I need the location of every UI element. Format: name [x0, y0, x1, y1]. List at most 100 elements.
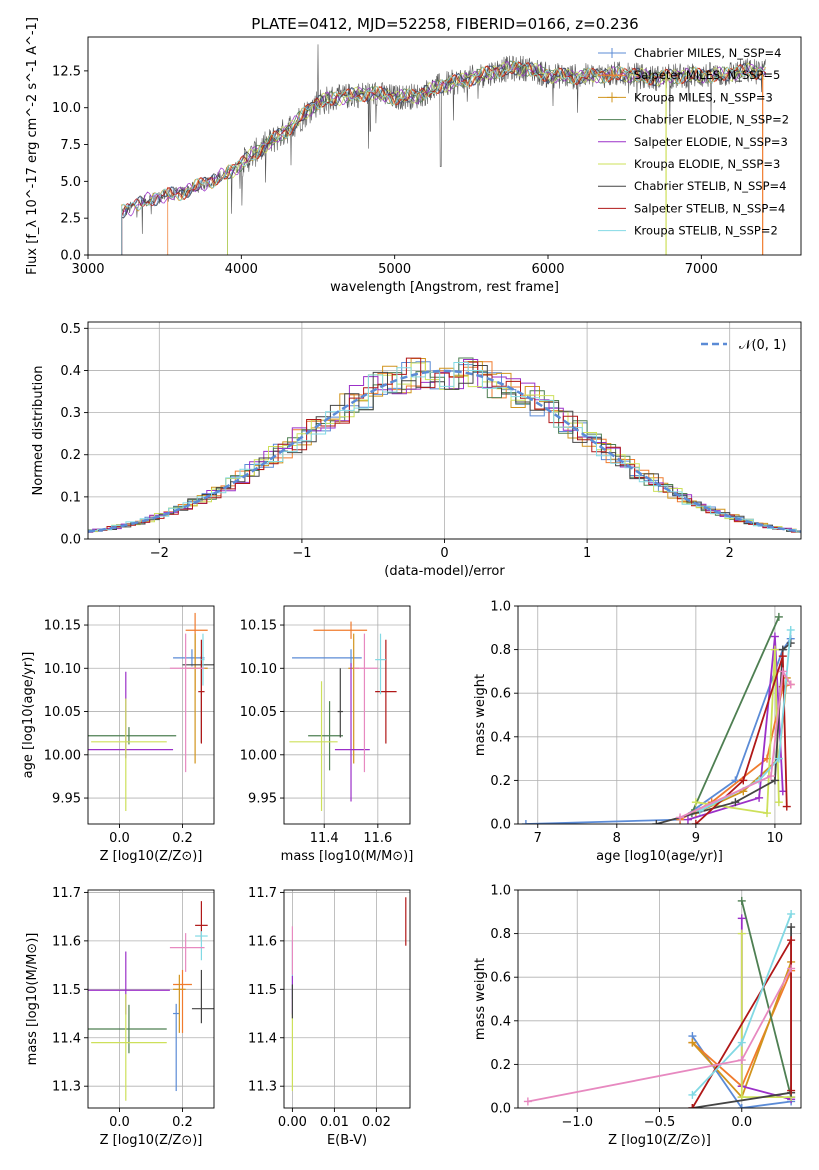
- y-tick-label: 10.0: [52, 101, 81, 116]
- y-tick-label: 11.3: [248, 1080, 277, 1095]
- y-tick-label: 0.3: [60, 406, 81, 421]
- y-tick-label: 11.3: [52, 1080, 81, 1095]
- figure-title: PLATE=0412, MJD=52258, FIBERID=0166, z=0…: [251, 15, 638, 33]
- legend-label: Chabrier STELIB, N_SSP=4: [634, 179, 786, 193]
- panel-mass-vs-EBV: 0.00 0.01 0.02 11.3 11.4 11.5 11.6 11.7 E(B-V): [248, 886, 411, 1148]
- model-spectrum-line: [121, 60, 766, 255]
- y-tick-label: 10.10: [44, 662, 81, 677]
- y-tick-label: 0.0: [60, 533, 81, 548]
- legend-entry: Salpeter STELIB, N_SSP=4: [598, 201, 785, 215]
- y-tick-label: 0.8: [490, 927, 511, 942]
- errorbar-point: [308, 701, 343, 771]
- grid-lines: [284, 890, 410, 1108]
- x-tick-label: 1: [583, 546, 591, 561]
- legend-entry: Chabrier STELIB, N_SSP=4: [598, 179, 786, 193]
- x-tick-label: 10: [767, 831, 784, 846]
- weight-line: [691, 616, 780, 814]
- errorbar-point: [91, 698, 167, 812]
- grid-lines: [518, 605, 801, 825]
- y-tick-label: 10.10: [240, 662, 277, 677]
- y-tick-label: 0.2: [490, 774, 511, 789]
- residual-histogram: [88, 365, 801, 534]
- x-axis-label: Z [log10(Z/Z⊙)]: [100, 849, 203, 864]
- grid-lines: [88, 322, 801, 540]
- plot-area: [291, 897, 407, 1092]
- x-tick-label: −0.5: [644, 1115, 676, 1130]
- y-tick-label: 11.7: [52, 886, 81, 901]
- legend-label: Chabrier ELODIE, N_SSP=2: [634, 113, 789, 127]
- y-tick-label: 1.0: [490, 884, 511, 899]
- weight-series: [688, 936, 796, 1108]
- errorbar-point: [173, 1003, 180, 1092]
- x-tick-label: 2: [726, 546, 734, 561]
- y-tick-label: 11.5: [248, 983, 277, 998]
- x-axis-label: (data-model)/error: [384, 564, 505, 579]
- errorbar-point: [173, 649, 205, 667]
- x-tick-label: 3000: [71, 262, 104, 277]
- y-tick-label: 0.4: [490, 730, 511, 745]
- x-tick-label: 0.0: [109, 831, 130, 846]
- y-tick-label: 2.5: [60, 212, 81, 227]
- legend-label: Salpeter ELODIE, N_SSP=3: [634, 135, 788, 149]
- axes-frame: [517, 605, 802, 825]
- legend-entry: Kroupa ELODIE, N_SSP=3: [598, 157, 780, 171]
- errorbar-point: [375, 633, 386, 695]
- x-tick-label: 0: [440, 546, 448, 561]
- legend-entry: Kroupa MILES, N_SSP=3: [598, 90, 773, 104]
- x-axis-label: E(B-V): [327, 1133, 367, 1148]
- weight-series: [691, 652, 791, 824]
- errorbar-point: [173, 969, 192, 1033]
- y-tick-label: 0.6: [490, 687, 511, 702]
- model-spectrum-line: [227, 60, 765, 255]
- y-axis-label: Normed distribution: [31, 366, 46, 496]
- errorbar-point: [173, 974, 186, 1033]
- model-spectrum-line: [121, 61, 766, 255]
- weight-series: [688, 909, 796, 1099]
- x-tick-label: −1.0: [561, 1115, 593, 1130]
- legend-label: Salpeter STELIB, N_SSP=4: [634, 201, 785, 215]
- plot-area: [521, 612, 795, 824]
- axes-frame: [87, 605, 215, 825]
- residual-histogram: [88, 362, 801, 533]
- grid-lines: [88, 606, 214, 824]
- y-tick-label: 0.8: [490, 643, 511, 658]
- x-axis-label: wavelength [Angstrom, rest frame]: [330, 280, 559, 295]
- y-tick-label: 1.0: [490, 600, 511, 615]
- weight-line: [525, 638, 792, 824]
- legend-entry: Salpeter MILES, N_SSP=5: [598, 68, 780, 82]
- x-tick-label: 9: [692, 831, 700, 846]
- panel-residuals: −2 −1 0 1 2 0.0 0.1 0.2 0.3 0.4 0.5 (data-model)/er…: [31, 321, 802, 579]
- y-tick-label: 10.05: [240, 705, 277, 720]
- errorbar-point: [182, 656, 214, 743]
- y-axis-label: mass weight: [473, 674, 488, 756]
- errorbar-point: [375, 639, 397, 744]
- x-axis-label: age [log10(age/yr)]: [596, 849, 723, 864]
- legend-label: Kroupa MILES, N_SSP=3: [634, 90, 773, 104]
- errorbar-point: [88, 671, 174, 759]
- y-tick-label: 10.00: [44, 748, 81, 763]
- y-tick-label: 9.95: [52, 792, 81, 807]
- x-tick-label: 0.02: [362, 1115, 391, 1130]
- legend-entry: Chabrier MILES, N_SSP=4: [598, 46, 781, 60]
- y-tick-label: 10.05: [44, 705, 81, 720]
- observed-spectrum-line: [121, 44, 766, 234]
- weight-line: [695, 655, 788, 824]
- normal-curve-line: [88, 369, 801, 533]
- errorbar-point: [289, 681, 338, 812]
- x-tick-label: 0.2: [172, 831, 193, 846]
- y-tick-label: 11.6: [248, 934, 277, 949]
- panel-weight-vs-age: 7 8 9 10 0.0 0.2 0.4 0.6 0.8 1.0 age [log10(age/yr…: [473, 600, 802, 864]
- x-tick-label: 5000: [378, 262, 411, 277]
- grid-lines: [88, 890, 214, 1108]
- y-tick-label: 0.0: [490, 818, 511, 833]
- x-tick-label: 0.0: [731, 1115, 752, 1130]
- plot-area: [523, 896, 796, 1108]
- y-tick-label: 10.15: [44, 619, 81, 634]
- legend-entry: Kroupa STELIB, N_SSP=2: [598, 224, 778, 238]
- axes-frame: [87, 321, 802, 540]
- x-tick-label: 4000: [225, 262, 258, 277]
- errorbar-point: [185, 612, 208, 691]
- legend-entry: Chabrier ELODIE, N_SSP=2: [598, 113, 789, 127]
- x-tick-label: 11.6: [363, 831, 392, 846]
